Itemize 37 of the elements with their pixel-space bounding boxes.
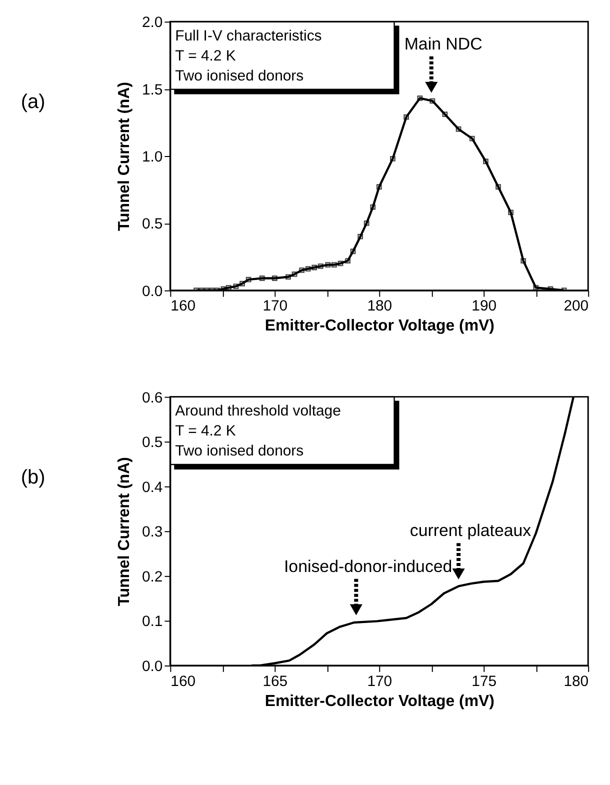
annotation: T = 4.2 K (175, 47, 236, 64)
annotation: T = 4.2 K (175, 422, 236, 440)
x-tick-label: 180 (564, 672, 589, 690)
text: (b) (20, 466, 46, 488)
y-tick-label: 0.0 (142, 282, 163, 300)
text: (a) (20, 91, 46, 114)
y-axis-title: Tunnel Current (nA) (116, 457, 134, 606)
y-tick-label: 1.0 (142, 148, 163, 166)
x-tick-label: 175 (472, 672, 497, 690)
x-tick-label: 170 (262, 298, 288, 315)
x-tick-label: 160 (170, 672, 196, 690)
y-tick-label: 2.0 (142, 14, 163, 32)
annotation: Two ionised donors (175, 442, 304, 460)
x-tick-label: 180 (367, 298, 392, 315)
x-axis-title: Emitter-Collector Voltage (mV) (264, 692, 494, 710)
annotation: Main NDC (404, 34, 482, 54)
x-tick-label: 165 (262, 672, 288, 690)
y-tick-label: 0.5 (142, 216, 163, 233)
x-axis-title: Emitter-Collector Voltage (mV) (264, 318, 494, 335)
annotation: Ionised-donor-induced (284, 556, 452, 576)
x-tick-label: 170 (367, 672, 392, 690)
y-tick-label: 0.4 (142, 478, 163, 496)
x-tick-label: 160 (170, 298, 196, 315)
y-tick-label: 0.0 (142, 658, 163, 675)
x-tick-label: 200 (564, 298, 589, 315)
y-tick-label: 0.1 (142, 613, 163, 630)
y-axis-title: Tunnel Current (nA) (116, 82, 134, 232)
annotation: current plateaux (410, 521, 532, 540)
annotation: Full I-V characteristics (175, 28, 322, 45)
y-tick-label: 0.2 (142, 568, 163, 586)
y-tick-label: 1.5 (142, 81, 163, 98)
y-tick-label: 0.3 (142, 524, 163, 541)
y-tick-label: 0.6 (142, 389, 163, 406)
y-tick-label: 0.5 (142, 434, 163, 452)
x-tick-label: 190 (472, 298, 497, 315)
annotation: Two ionised donors (175, 67, 304, 84)
annotation: Around threshold voltage (175, 402, 341, 420)
